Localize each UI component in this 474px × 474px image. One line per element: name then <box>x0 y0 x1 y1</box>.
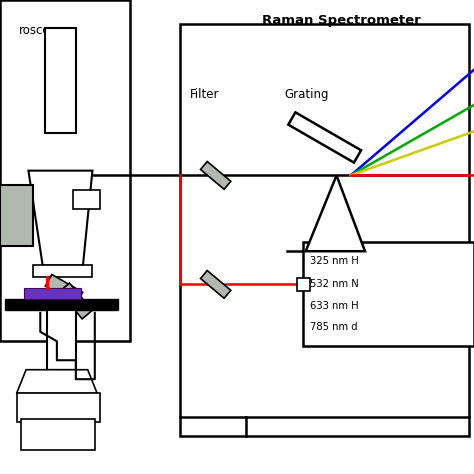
Bar <box>303 242 474 346</box>
Bar <box>21 419 95 450</box>
Polygon shape <box>288 112 361 163</box>
Polygon shape <box>59 283 92 319</box>
Bar <box>0 0 130 341</box>
Bar <box>45 28 76 133</box>
Text: 325 nm H: 325 nm H <box>310 255 359 266</box>
Bar <box>180 24 469 436</box>
Text: 785 nm d: 785 nm d <box>310 322 358 332</box>
Polygon shape <box>17 370 97 393</box>
Polygon shape <box>46 274 82 304</box>
Bar <box>297 278 310 291</box>
Text: Filter: Filter <box>190 88 219 101</box>
Bar <box>0 185 33 246</box>
Polygon shape <box>33 265 92 277</box>
Bar <box>5 299 118 310</box>
Bar <box>17 393 100 422</box>
Polygon shape <box>73 190 100 209</box>
Text: 633 nm H: 633 nm H <box>310 301 359 311</box>
Text: roscope: roscope <box>19 24 65 36</box>
Bar <box>47 310 76 370</box>
Text: 532 nm N: 532 nm N <box>310 279 359 290</box>
Text: Grating: Grating <box>284 88 329 101</box>
Text: Raman Spectrometer: Raman Spectrometer <box>262 14 420 27</box>
Polygon shape <box>201 162 231 189</box>
Bar <box>24 288 81 299</box>
Polygon shape <box>28 171 92 265</box>
Polygon shape <box>201 271 231 298</box>
Polygon shape <box>306 175 365 251</box>
